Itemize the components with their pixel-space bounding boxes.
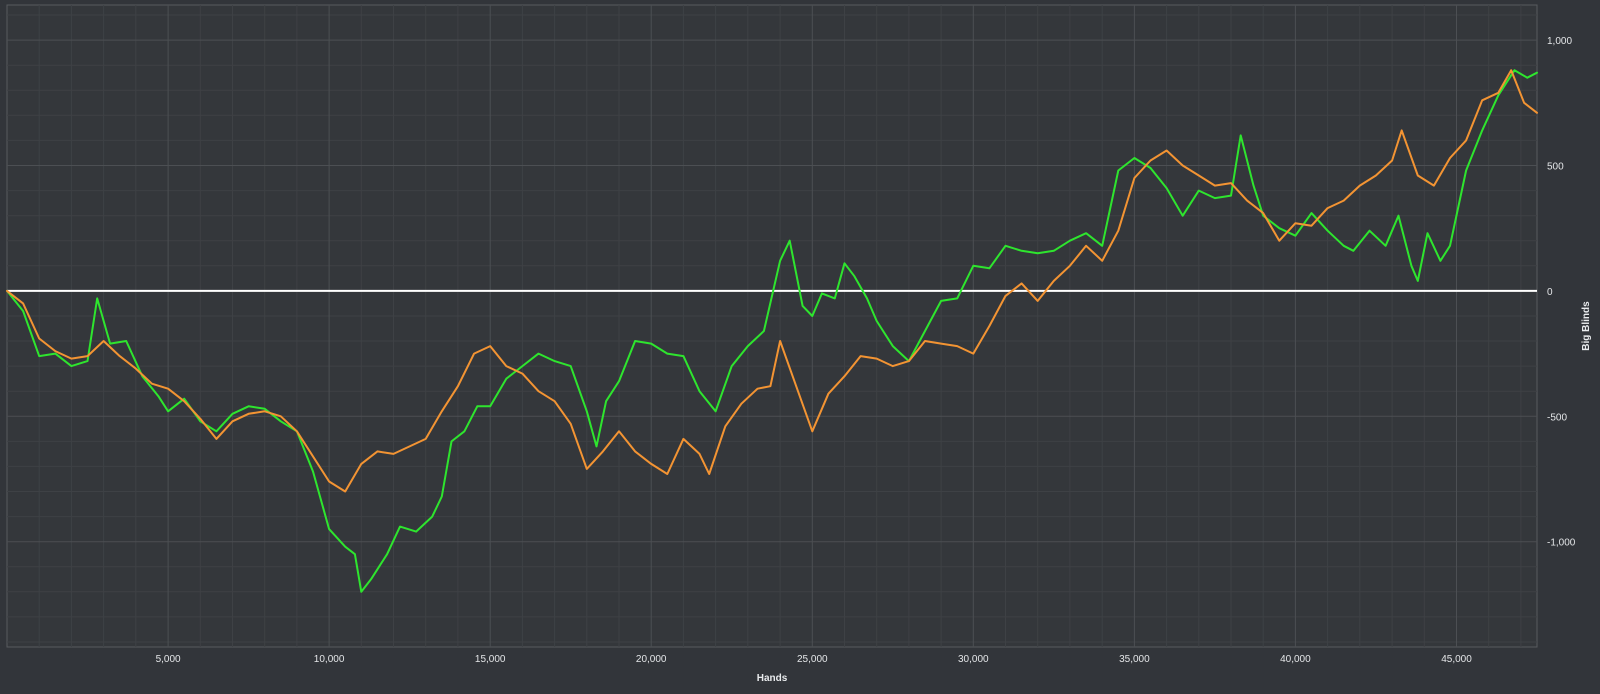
y-tick-label: -1,000 [1547,538,1576,549]
y-tick-label: 1,000 [1547,36,1572,47]
plot-area [6,4,1538,648]
x-axis-tick-labels: 5,000 10,000 15,000 20,000 25,000 30,000 35,00… [156,654,1473,665]
x-tick-label: 35,000 [1119,654,1150,665]
y-tick-label: 500 [1547,162,1564,173]
y-axis-tick-labels: 1,000 500 0 -500 -1,000 [1547,36,1576,549]
x-tick-label: 30,000 [958,654,989,665]
x-axis-title: Hands [757,673,788,684]
x-tick-label: 40,000 [1280,654,1311,665]
y-tick-label: -500 [1547,412,1567,423]
x-tick-label: 20,000 [636,654,667,665]
x-tick-label: 45,000 [1441,654,1472,665]
minor-grid [7,5,1537,647]
y-axis-title: Big Blinds [1581,301,1592,351]
x-tick-label: 5,000 [156,654,181,665]
x-tick-label: 15,000 [475,654,506,665]
series-line-2 [6,69,1538,493]
series-line-1 [6,69,1538,593]
x-tick-label: 25,000 [797,654,828,665]
y-tick-label: 0 [1547,287,1553,298]
series-layer [6,69,1538,593]
x-tick-label: 10,000 [314,654,345,665]
major-grid [7,5,1537,647]
